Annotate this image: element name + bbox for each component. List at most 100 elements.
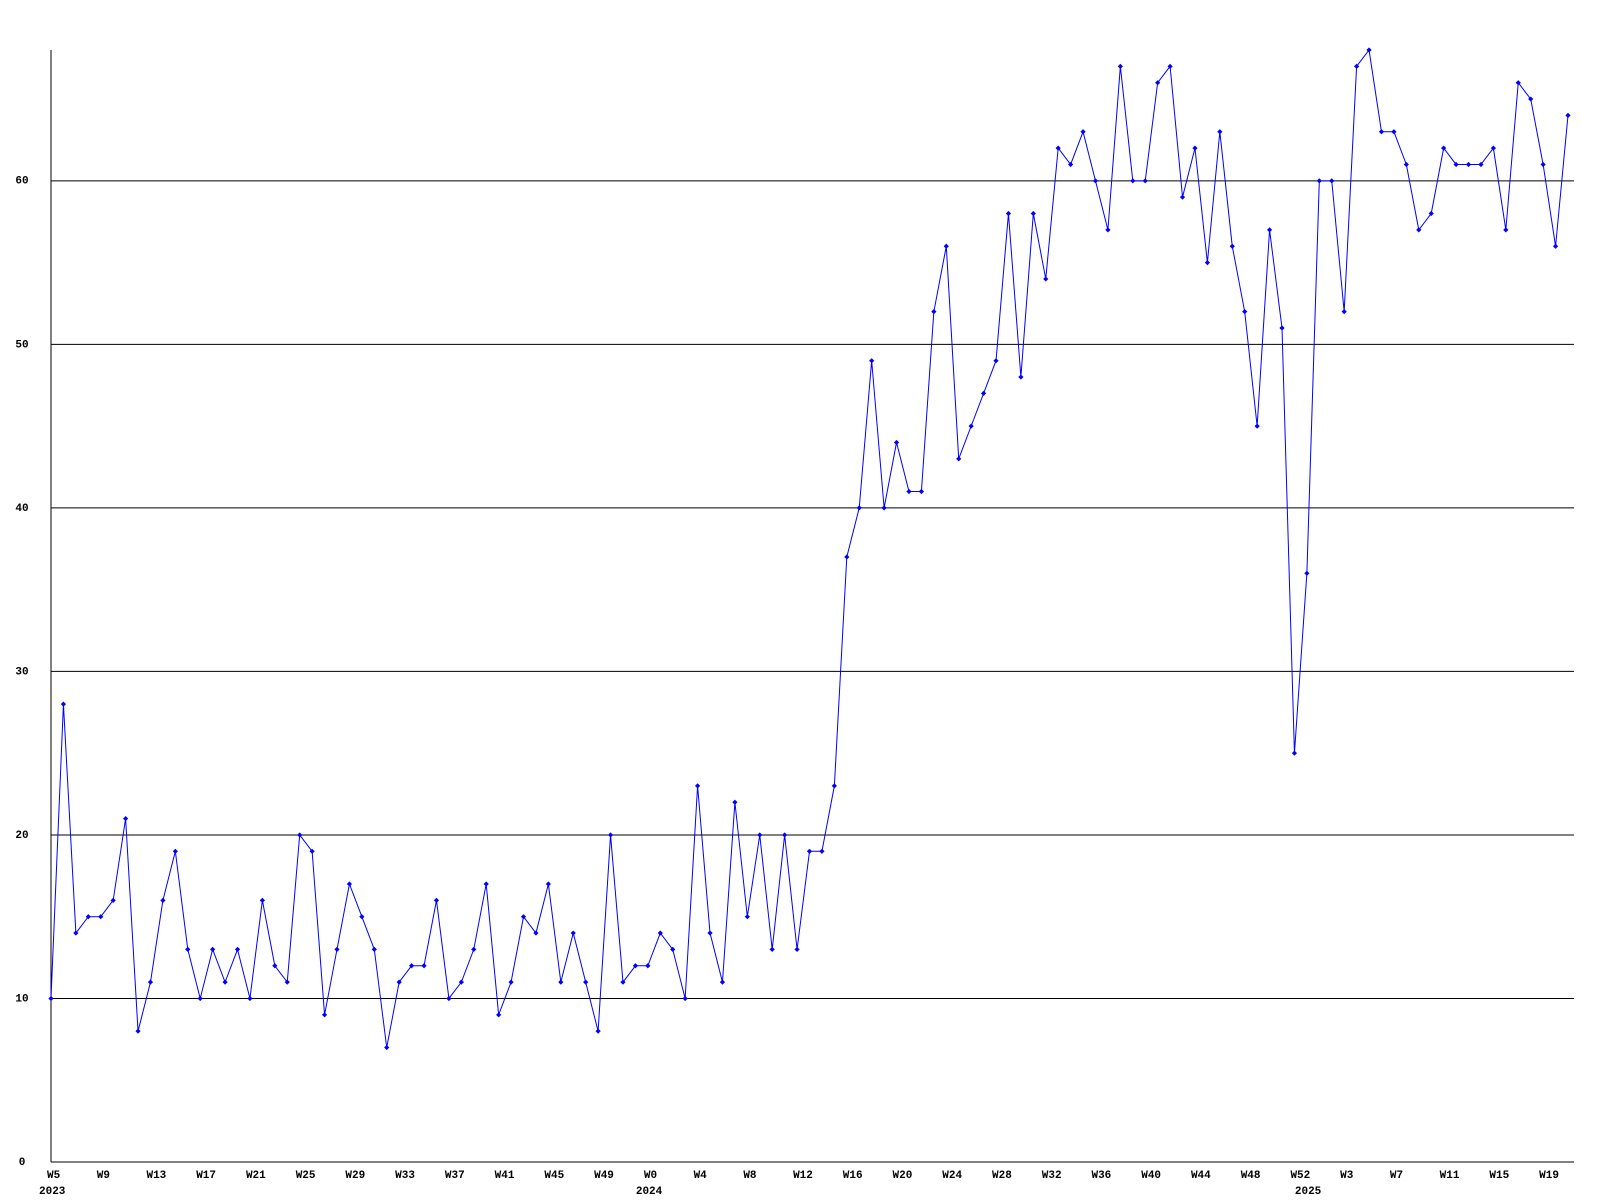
data-point bbox=[446, 995, 452, 1002]
x-tick-label: W4 bbox=[694, 1170, 708, 1182]
data-point bbox=[1179, 194, 1186, 200]
x-tick-label: W15 bbox=[1489, 1170, 1509, 1182]
data-point bbox=[123, 815, 129, 822]
data-point bbox=[1229, 243, 1235, 249]
data-point bbox=[844, 554, 850, 560]
data-point bbox=[906, 488, 912, 495]
x-tick-label: W17 bbox=[196, 1170, 216, 1182]
data-point bbox=[943, 243, 949, 249]
data-point bbox=[222, 979, 228, 985]
data-point bbox=[197, 995, 203, 1002]
y-tick-label: 30 bbox=[15, 666, 28, 678]
data-point bbox=[918, 488, 925, 495]
data-point bbox=[1043, 276, 1049, 282]
data-point bbox=[272, 963, 278, 969]
data-point bbox=[1092, 178, 1099, 184]
x-tick-label: W28 bbox=[992, 1170, 1012, 1182]
data-point bbox=[1540, 161, 1546, 168]
data-point bbox=[284, 979, 290, 985]
data-point bbox=[1304, 570, 1310, 576]
data-point bbox=[607, 832, 614, 838]
data-point bbox=[408, 963, 415, 969]
y-tick-label: 0 bbox=[19, 1157, 26, 1169]
x-tick-label: W13 bbox=[146, 1170, 166, 1182]
x-tick-label: W16 bbox=[843, 1170, 863, 1182]
data-point bbox=[60, 701, 67, 707]
x-tick-label: W32 bbox=[1042, 1170, 1062, 1182]
data-point bbox=[670, 946, 676, 953]
x-tick-label: W25 bbox=[296, 1170, 316, 1182]
x-tick-label: W52 bbox=[1290, 1170, 1310, 1182]
data-point bbox=[1192, 145, 1198, 151]
data-point bbox=[1490, 145, 1496, 151]
data-point bbox=[1068, 161, 1074, 168]
data-point bbox=[1254, 423, 1260, 429]
data-point bbox=[1416, 227, 1422, 233]
data-point bbox=[707, 930, 713, 936]
data-point bbox=[396, 979, 402, 985]
data-point bbox=[657, 930, 663, 936]
x-tick-label: W48 bbox=[1241, 1170, 1261, 1182]
data-point bbox=[483, 881, 489, 887]
data-point bbox=[1341, 309, 1347, 315]
data-point bbox=[210, 946, 216, 953]
data-point bbox=[496, 1012, 502, 1018]
data-point bbox=[1354, 63, 1360, 69]
x-tick-label: W49 bbox=[594, 1170, 614, 1182]
y-tick-label: 10 bbox=[15, 993, 28, 1005]
data-point bbox=[359, 914, 365, 920]
x-tick-label: W20 bbox=[893, 1170, 913, 1182]
data-point bbox=[1478, 161, 1484, 168]
y-tick-label: 60 bbox=[15, 176, 28, 188]
data-point bbox=[1403, 161, 1409, 168]
data-point bbox=[1329, 178, 1335, 184]
data-point bbox=[744, 914, 750, 920]
data-point bbox=[583, 979, 589, 985]
data-point bbox=[346, 881, 353, 887]
data-point bbox=[533, 930, 539, 936]
data-point bbox=[980, 390, 987, 397]
x-tick-label: W3 bbox=[1340, 1170, 1354, 1182]
data-point bbox=[1266, 227, 1273, 233]
x-year-label: 2025 bbox=[1295, 1186, 1322, 1198]
data-point bbox=[110, 897, 116, 903]
data-point bbox=[931, 309, 937, 315]
data-point bbox=[247, 995, 253, 1002]
data-point bbox=[1055, 145, 1061, 151]
data-point bbox=[794, 946, 800, 953]
data-point bbox=[1279, 325, 1285, 331]
x-tick-label: W45 bbox=[544, 1170, 564, 1182]
x-tick-label: W37 bbox=[445, 1170, 465, 1182]
data-point bbox=[1453, 161, 1459, 168]
data-point bbox=[1528, 96, 1534, 102]
data-point bbox=[334, 946, 340, 953]
data-point bbox=[893, 439, 900, 446]
data-point bbox=[632, 963, 639, 969]
data-point bbox=[135, 1028, 141, 1034]
data-point bbox=[819, 848, 825, 854]
data-point bbox=[172, 848, 178, 854]
data-point bbox=[1465, 161, 1472, 168]
data-point bbox=[371, 946, 377, 953]
data-point bbox=[570, 930, 576, 936]
x-tick-label: W5 bbox=[47, 1170, 61, 1182]
x-tick-label: W41 bbox=[495, 1170, 515, 1182]
x-tick-label: W7 bbox=[1390, 1170, 1403, 1182]
data-point bbox=[694, 783, 701, 789]
data-point bbox=[1242, 309, 1248, 315]
data-point bbox=[956, 456, 962, 462]
data-point bbox=[1155, 80, 1161, 86]
x-tick-label: W8 bbox=[743, 1170, 757, 1182]
x-tick-label: W33 bbox=[395, 1170, 415, 1182]
data-point bbox=[1105, 227, 1111, 233]
data-point bbox=[968, 423, 974, 429]
data-point bbox=[757, 832, 763, 838]
data-point bbox=[1316, 178, 1322, 184]
data-point bbox=[1441, 145, 1447, 151]
x-year-label: 2023 bbox=[39, 1186, 66, 1198]
data-point bbox=[1391, 129, 1397, 135]
x-tick-label: W29 bbox=[345, 1170, 365, 1182]
data-point bbox=[558, 979, 564, 985]
x-tick-label: W21 bbox=[246, 1170, 266, 1182]
